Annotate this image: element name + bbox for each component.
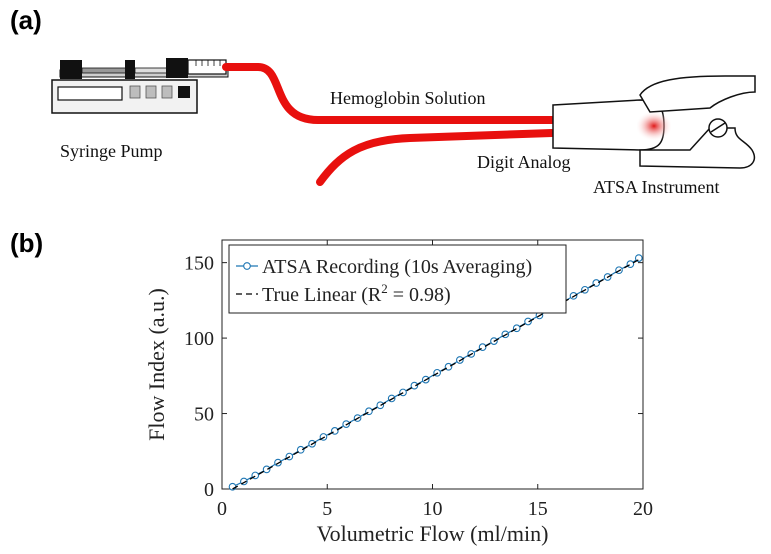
tube-lower [316,129,556,186]
clip-upper-jaw [639,75,756,113]
instrument-label: ATSA Instrument [593,177,720,197]
syringe-pump [51,58,229,114]
atsa-device [552,75,756,169]
pump-button-1 [129,85,141,99]
atsa-point-35 [626,260,635,268]
solution-label: Hemoglobin Solution [330,88,486,108]
syringe-pump-label: Syringe Pump [60,141,163,161]
clip-lower-jaw [639,127,756,169]
chart-axes: 0 5 10 15 20 0 50 100 150 [184,239,653,520]
pump-block-left [60,60,82,79]
legend-atsa-marker [243,262,251,270]
flow-chart: 0 5 10 15 20 0 50 100 150 ATSA Recording (10s Av… [144,239,653,546]
pump-block-right [166,58,188,78]
pump-button-2 [145,85,157,99]
atsa-point-16 [410,381,419,390]
x-tick-label-3: 15 [528,498,548,520]
y-tick-label-0: 0 [204,479,214,501]
atsa-point-3 [262,465,271,474]
legend-atsa-label: ATSA Recording (10s Averaging) [262,256,532,278]
pump-display [57,86,123,101]
y-tick-label-3: 150 [184,253,214,275]
legend-linear-label: True Linear (R2 = 0.98) [262,281,451,306]
atsa-point-0 [228,482,237,491]
x-tick-label-1: 5 [322,498,332,520]
x-tick-label-0: 0 [217,498,227,520]
chart-legend: ATSA Recording (10s Averaging) True Linea… [228,244,567,314]
digit-label: Digit Analog [477,152,571,172]
y-axis-label: Flow Index (a.u.) [144,288,169,441]
plunger-rod-2 [134,67,168,74]
x-tick-label-2: 10 [423,498,443,520]
atsa-point-13 [376,401,385,410]
x-tick-label-4: 20 [633,498,653,520]
y-tick-label-1: 50 [194,404,214,426]
atsa-point-6 [296,445,305,454]
panel-label-a: (a) [10,5,42,35]
pump-button-3 [161,85,173,99]
red-glow [637,112,671,140]
plunger-rod [81,67,127,74]
setup-diagram: Syringe Pump Hemoglobin Solution Digit A… [51,58,756,197]
legend-box [228,244,567,314]
pump-button-4 [178,86,190,98]
series-true-linear-line [232,259,640,490]
panel-label-b: (b) [10,228,44,258]
atsa-point-36 [634,254,643,262]
atsa-point-26 [524,317,532,326]
x-axis-label: Volumetric Flow (ml/min) [317,521,549,546]
y-tick-label-2: 100 [184,328,214,350]
pump-block-mid [125,60,135,79]
tube-upper [222,63,556,124]
